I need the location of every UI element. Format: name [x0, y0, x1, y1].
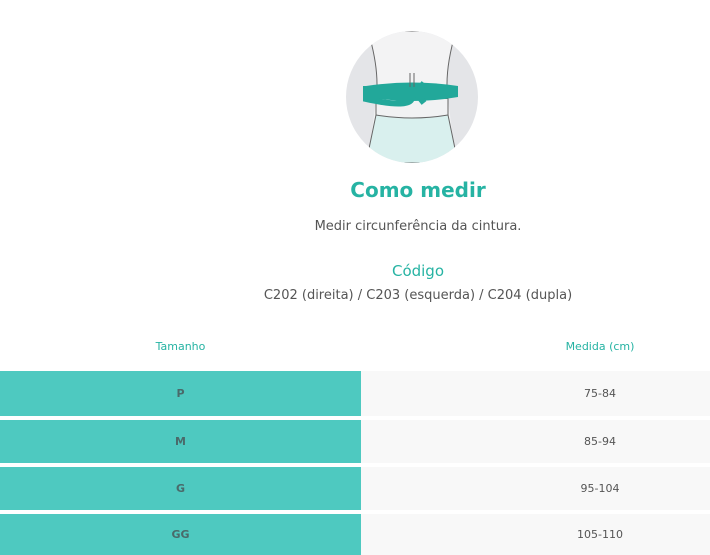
measure-value: 85-94	[584, 435, 616, 448]
size-cell: P	[0, 371, 361, 416]
measure-cell: 105-110	[361, 514, 710, 555]
measure-cell: 75-84	[361, 371, 710, 416]
measure-cell: 85-94	[361, 420, 710, 463]
table-row: P 75-84	[0, 371, 710, 416]
header-measure: Medida (cm)	[565, 340, 635, 353]
header-size: Tamanho	[155, 340, 206, 353]
measure-value: 95-104	[580, 482, 620, 495]
size-cell: M	[0, 420, 361, 463]
code-heading: Código	[391, 262, 445, 280]
product-codes: C202 (direita) / C203 (esquerda) / C204 …	[263, 288, 573, 303]
measure-value: 105-110	[577, 528, 623, 541]
measure-value: 75-84	[584, 387, 616, 400]
table-row: M 85-94	[0, 420, 710, 463]
table-row: G 95-104	[0, 467, 710, 510]
table-row: GG 105-110	[0, 514, 710, 555]
instruction-text: Medir circunferência da cintura.	[314, 219, 522, 234]
measure-cell: 95-104	[361, 467, 710, 510]
size-cell: G	[0, 467, 361, 510]
size-cell: GG	[0, 514, 361, 555]
waist-measure-illustration-icon	[346, 31, 478, 163]
page-title: Como medir	[350, 178, 486, 202]
